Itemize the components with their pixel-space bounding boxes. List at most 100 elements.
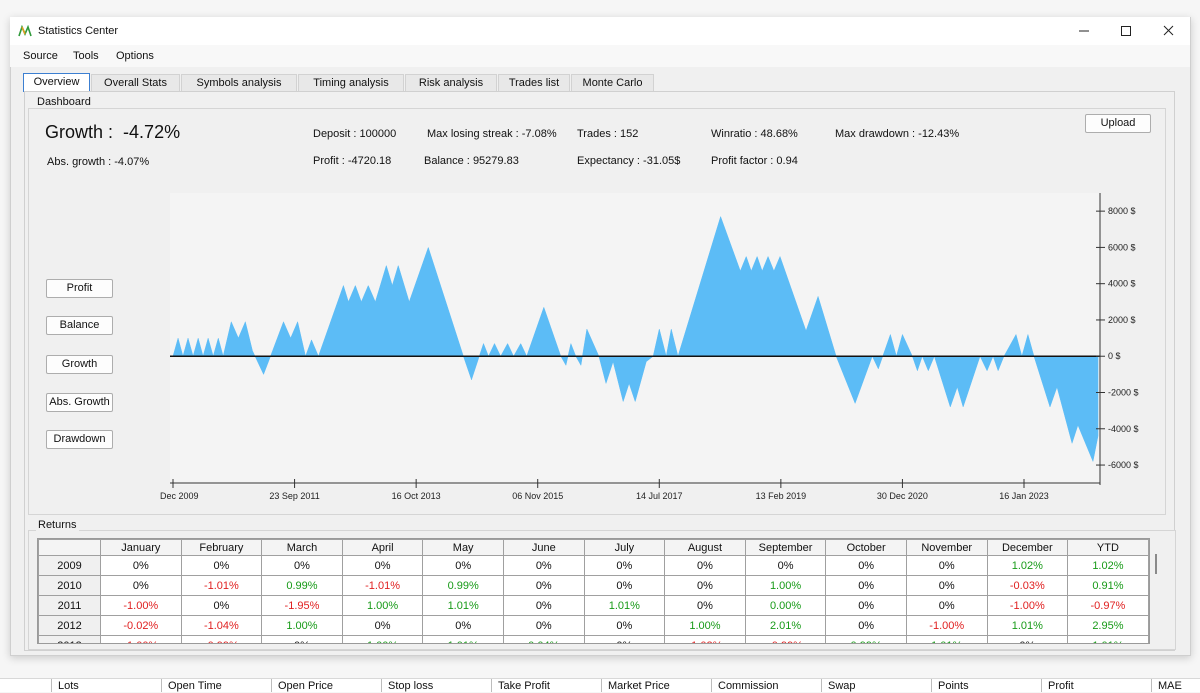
return-cell[interactable]: 0% [502,615,585,636]
return-cell[interactable]: -1.01% [341,575,424,596]
return-cell[interactable]: -0.03% [986,575,1069,596]
trades-column-header[interactable]: Profit [1041,679,1151,692]
trades-column-header[interactable]: Commission [711,679,821,692]
tab[interactable]: Risk analysis [405,74,497,92]
return-cell[interactable]: -0.99% [180,635,263,643]
return-cell[interactable]: 1.01% [1067,635,1149,643]
tab[interactable]: Monte Carlo [571,74,654,92]
return-cell[interactable]: 0% [825,615,907,636]
return-cell[interactable]: 0% [825,595,907,616]
tab[interactable]: Symbols analysis [181,74,297,92]
return-cell[interactable]: -0.99% [744,635,827,643]
return-cell[interactable]: 2.01% [744,615,827,636]
upload-button[interactable]: Upload [1085,114,1151,133]
return-cell[interactable]: 1.01% [583,595,666,616]
return-cell[interactable]: 0% [905,595,988,616]
return-cell[interactable]: 0% [502,555,585,576]
return-cell[interactable]: 0% [905,555,988,576]
return-cell[interactable]: -1.00% [905,615,988,636]
y-tick-label: -4000 $ [1108,424,1139,434]
return-cell[interactable]: 0% [664,575,746,596]
return-cell[interactable]: 0% [583,555,666,576]
return-cell[interactable]: 1.01% [422,635,504,643]
return-cell[interactable]: 1.00% [341,635,424,643]
return-cell[interactable]: 0% [825,575,907,596]
return-cell[interactable]: 0.99% [261,575,343,596]
return-cell[interactable]: 0% [422,555,504,576]
trades-column-header[interactable]: Points [931,679,1041,692]
return-cell[interactable]: 0% [583,575,666,596]
trades-column-header[interactable]: Market Price [601,679,711,692]
column-header: January [100,539,182,556]
chart-button[interactable]: Balance [46,316,113,335]
return-cell[interactable]: 0% [825,555,907,576]
chart-button[interactable]: Abs. Growth [46,393,113,412]
tab[interactable]: Trades list [498,74,570,92]
return-cell[interactable]: 0% [744,555,827,576]
tab[interactable]: Overall Stats [91,74,180,92]
menu-item[interactable]: Tools [73,50,99,62]
return-cell[interactable]: 0% [664,555,746,576]
trades-column-header[interactable]: Lots [51,679,161,692]
return-cell[interactable]: 1.00% [664,615,746,636]
return-cell[interactable]: -1.00% [100,595,182,616]
return-cell[interactable]: 1.01% [986,615,1069,636]
stat: Balance : 95279.83 [424,155,519,167]
return-cell[interactable]: 1.02% [1067,555,1149,576]
chart-button[interactable]: Profit [46,279,113,298]
return-cell[interactable]: 0% [502,575,585,596]
window-controls[interactable] [1070,23,1185,39]
return-cell[interactable]: 0% [664,595,746,616]
return-cell[interactable]: 0% [583,615,666,636]
return-cell[interactable]: -1.01% [180,575,263,596]
return-cell[interactable]: 1.01% [422,595,504,616]
trades-column-header[interactable]: Open Time [161,679,271,692]
return-cell[interactable]: 0% [180,555,263,576]
return-cell[interactable]: 0.04% [502,635,585,643]
return-cell[interactable]: 0% [341,615,424,636]
trades-column-header[interactable]: Take Profit [491,679,601,692]
tab[interactable]: Timing analysis [298,74,404,92]
chart-button[interactable]: Drawdown [46,430,113,449]
return-cell[interactable]: 1.00% [261,615,343,636]
return-cell[interactable]: 0% [905,575,988,596]
return-cell[interactable]: 0% [422,615,504,636]
menu-item[interactable]: Options [116,50,154,62]
trades-column-header[interactable]: Stop loss [381,679,491,692]
return-cell[interactable]: 0.99% [825,635,907,643]
return-cell[interactable]: 2.95% [1067,615,1149,636]
return-cell[interactable]: 1.01% [905,635,988,643]
return-cell[interactable]: 0% [261,635,343,643]
return-cell[interactable]: 0% [100,575,182,596]
return-cell[interactable]: -0.02% [100,615,182,636]
scrollbar[interactable] [1151,540,1161,640]
return-cell[interactable]: 0% [100,555,182,576]
return-cell[interactable]: 0.99% [422,575,504,596]
return-cell[interactable]: 0% [502,595,585,616]
return-cell[interactable]: 0% [180,595,263,616]
return-cell[interactable]: 0% [341,555,424,576]
return-cell[interactable]: 1.00% [341,595,424,616]
return-cell[interactable]: 1.02% [986,555,1069,576]
stat-label: Profit : [313,155,345,167]
return-cell[interactable]: 0% [583,635,666,643]
return-cell[interactable]: 0.91% [1067,575,1149,596]
return-cell[interactable]: -1.00% [100,635,182,643]
return-cell[interactable]: -1.95% [261,595,343,616]
return-cell[interactable]: 0% [261,555,343,576]
return-cell[interactable]: -1.04% [180,615,263,636]
return-cell[interactable]: -1.02% [664,635,746,643]
return-cell[interactable]: 1.00% [744,575,827,596]
scroll-thumb[interactable] [1155,554,1157,574]
menu-item[interactable]: Source [23,50,58,62]
trades-column-header[interactable]: MAE [1151,679,1198,692]
return-cell[interactable]: -1.00% [986,595,1069,616]
return-cell[interactable]: 0.00% [744,595,827,616]
return-cell[interactable]: -0.97% [1067,595,1149,616]
trades-column-header[interactable]: Swap [821,679,931,692]
trades-column-header[interactable]: Open Price [271,679,381,692]
tab[interactable]: Overview [23,73,90,92]
stat-value: 48.68% [760,128,798,140]
chart-button[interactable]: Growth [46,355,113,374]
return-cell[interactable]: 0% [986,635,1069,643]
